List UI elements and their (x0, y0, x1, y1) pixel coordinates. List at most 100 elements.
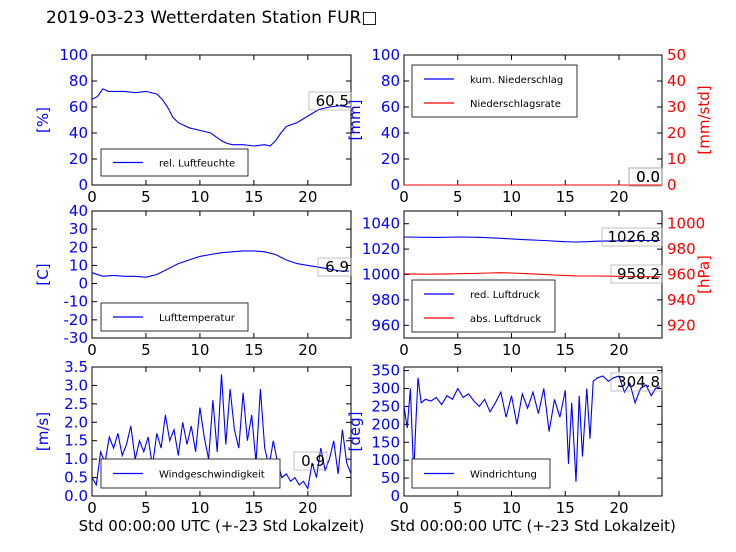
y2-tick-label: 30 (667, 98, 686, 116)
last-value-label-box (293, 451, 328, 471)
x-tick-label: 0 (87, 499, 97, 517)
x-tick-label: 15 (556, 341, 575, 359)
x-tick-label: 20 (298, 499, 317, 517)
y2-tick-label: 920 (667, 316, 696, 334)
y-tick-label: 0.0 (64, 487, 88, 505)
y-tick-label: 3.5 (64, 358, 88, 376)
y-tick-label: -10 (64, 293, 89, 311)
last-value-label: 0.0 (636, 168, 660, 186)
y-axis-label: [%] (34, 107, 52, 133)
legend-label: red. Luftdruck (470, 290, 540, 301)
y-tick-label: 1040 (362, 215, 400, 233)
legend: Lufttemperatur (100, 302, 249, 332)
y-tick-label: 350 (371, 362, 400, 380)
x-tick-label: 0 (399, 499, 409, 517)
x-tick-label: 15 (244, 499, 263, 517)
legend: Windrichtung (411, 458, 551, 489)
x-tick-label: 0 (399, 341, 409, 359)
series-line-0 (403, 375, 661, 482)
x-tick-label: 10 (190, 188, 209, 206)
last-value-label-box (601, 227, 663, 247)
x-tick-label: 20 (609, 188, 628, 206)
legend: kum. Niederschlag Niederschlagsrate (411, 64, 578, 118)
legend-label: Lufttemperatur (159, 313, 236, 324)
x-tick-label: 10 (190, 341, 209, 359)
y-tick-label: 250 (371, 397, 400, 415)
x-tick-label: 10 (190, 499, 209, 517)
x-tick-label: 20 (298, 188, 317, 206)
x-tick-label: 20 (609, 499, 628, 517)
x-axis-label: Std 00:00:00 UTC (+-23 Std Lokalzeit) (390, 517, 676, 535)
last-value-label: 6.9 (325, 258, 349, 276)
y-tick-label: 960 (371, 316, 400, 334)
y-tick-label: 30 (69, 220, 88, 238)
x-tick-label: 15 (244, 188, 263, 206)
last-value-label: 60.5 (316, 92, 349, 110)
y2-tick-label: 980 (667, 240, 696, 258)
y-tick-label: 60 (69, 98, 88, 116)
series-line-0 (91, 250, 349, 278)
y-tick-label: 50 (381, 469, 400, 487)
y-tick-label: 40 (69, 202, 88, 220)
chart-precip: 0 5 10 15 20 0 20 40 60 80 100 0 10 20 30 40 50 [mm] [mm/s… (346, 46, 713, 206)
x-tick-label: 15 (556, 188, 575, 206)
y-axis-label: [deg] (346, 412, 364, 452)
y-tick-label: -20 (64, 311, 89, 329)
chart-pressure: 0 5 10 15 20 960 980 1000 1020 1040 920 940 960 980 10… (362, 210, 713, 359)
x-tick-label: 5 (141, 499, 151, 517)
legend: red. Luftdruck abs. Luftdruck (411, 279, 556, 333)
x-tick-label: 5 (453, 499, 463, 517)
y2-tick-label: 960 (667, 266, 696, 284)
y-tick-label: 80 (381, 72, 400, 90)
last-value-label-2: 0.0 (636, 168, 660, 186)
x-axis-label: Std 00:00:00 UTC (+-23 Std Lokalzeit) (79, 517, 365, 535)
chart-humidity: 0 5 10 15 20 0 20 40 60 80 100 [%] rel. Luftfeuchte 6… (34, 46, 352, 206)
y-tick-label: 0 (390, 176, 400, 194)
legend-box (411, 64, 578, 118)
y-tick-label: -30 (64, 329, 89, 347)
page-title: 2019-03-23 Wetterdaten Station FUR□ (46, 8, 378, 28)
last-value-label-2-box (610, 264, 663, 284)
series-line-1 (403, 272, 660, 278)
x-tick-label: 10 (502, 341, 521, 359)
chart-windspeed: 0 5 10 15 20 0.00.51.01.52.02.53.03.5 [m/s] Std… (34, 358, 364, 535)
y2-tick-label: 20 (667, 124, 686, 142)
x-tick-label: 10 (502, 188, 521, 206)
y-tick-label: 2.0 (64, 413, 88, 431)
y-tick-label: 0.5 (64, 469, 88, 487)
last-value-label-box (317, 257, 352, 277)
y-axis-label: [C] (34, 263, 52, 285)
y-tick-label: 100 (371, 451, 400, 469)
y-tick-label: 1000 (362, 266, 400, 284)
y-tick-label: 300 (371, 380, 400, 398)
y-tick-label: 1.0 (64, 450, 88, 468)
legend-label: Windrichtung (470, 470, 537, 481)
y2-axis-label: [hPa] (695, 255, 713, 294)
last-value-label: 304.8 (617, 373, 660, 391)
y-tick-label: 100 (59, 46, 88, 64)
y-axis-label: [m/s] (34, 412, 52, 451)
y-tick-label: 60 (381, 98, 400, 116)
y-tick-label: 1.5 (64, 432, 88, 450)
last-value-label-2: 958.2 (617, 265, 660, 283)
y-axis-label: [mm] (346, 100, 364, 141)
legend: rel. Luftfeuchte (100, 148, 249, 177)
x-tick-label: 20 (298, 341, 317, 359)
last-value-label: 1026.8 (608, 228, 661, 246)
y2-tick-label: 10 (667, 150, 686, 168)
x-tick-label: 15 (244, 341, 263, 359)
last-value-label-box (308, 91, 352, 111)
legend-label: kum. Niederschlag (470, 75, 563, 86)
legend-box (411, 279, 556, 333)
legend-label: abs. Luftdruck (470, 314, 541, 325)
legend: Windgeschwindigkeit (100, 458, 281, 489)
y-tick-label: 100 (371, 46, 400, 64)
y-tick-label: 40 (381, 124, 400, 142)
y-tick-label: 3.0 (64, 376, 88, 394)
y-tick-label: 150 (371, 433, 400, 451)
x-tick-label: 0 (87, 188, 97, 206)
series-line-0 (403, 236, 660, 243)
legend-label: Niederschlagsrate (470, 99, 561, 110)
